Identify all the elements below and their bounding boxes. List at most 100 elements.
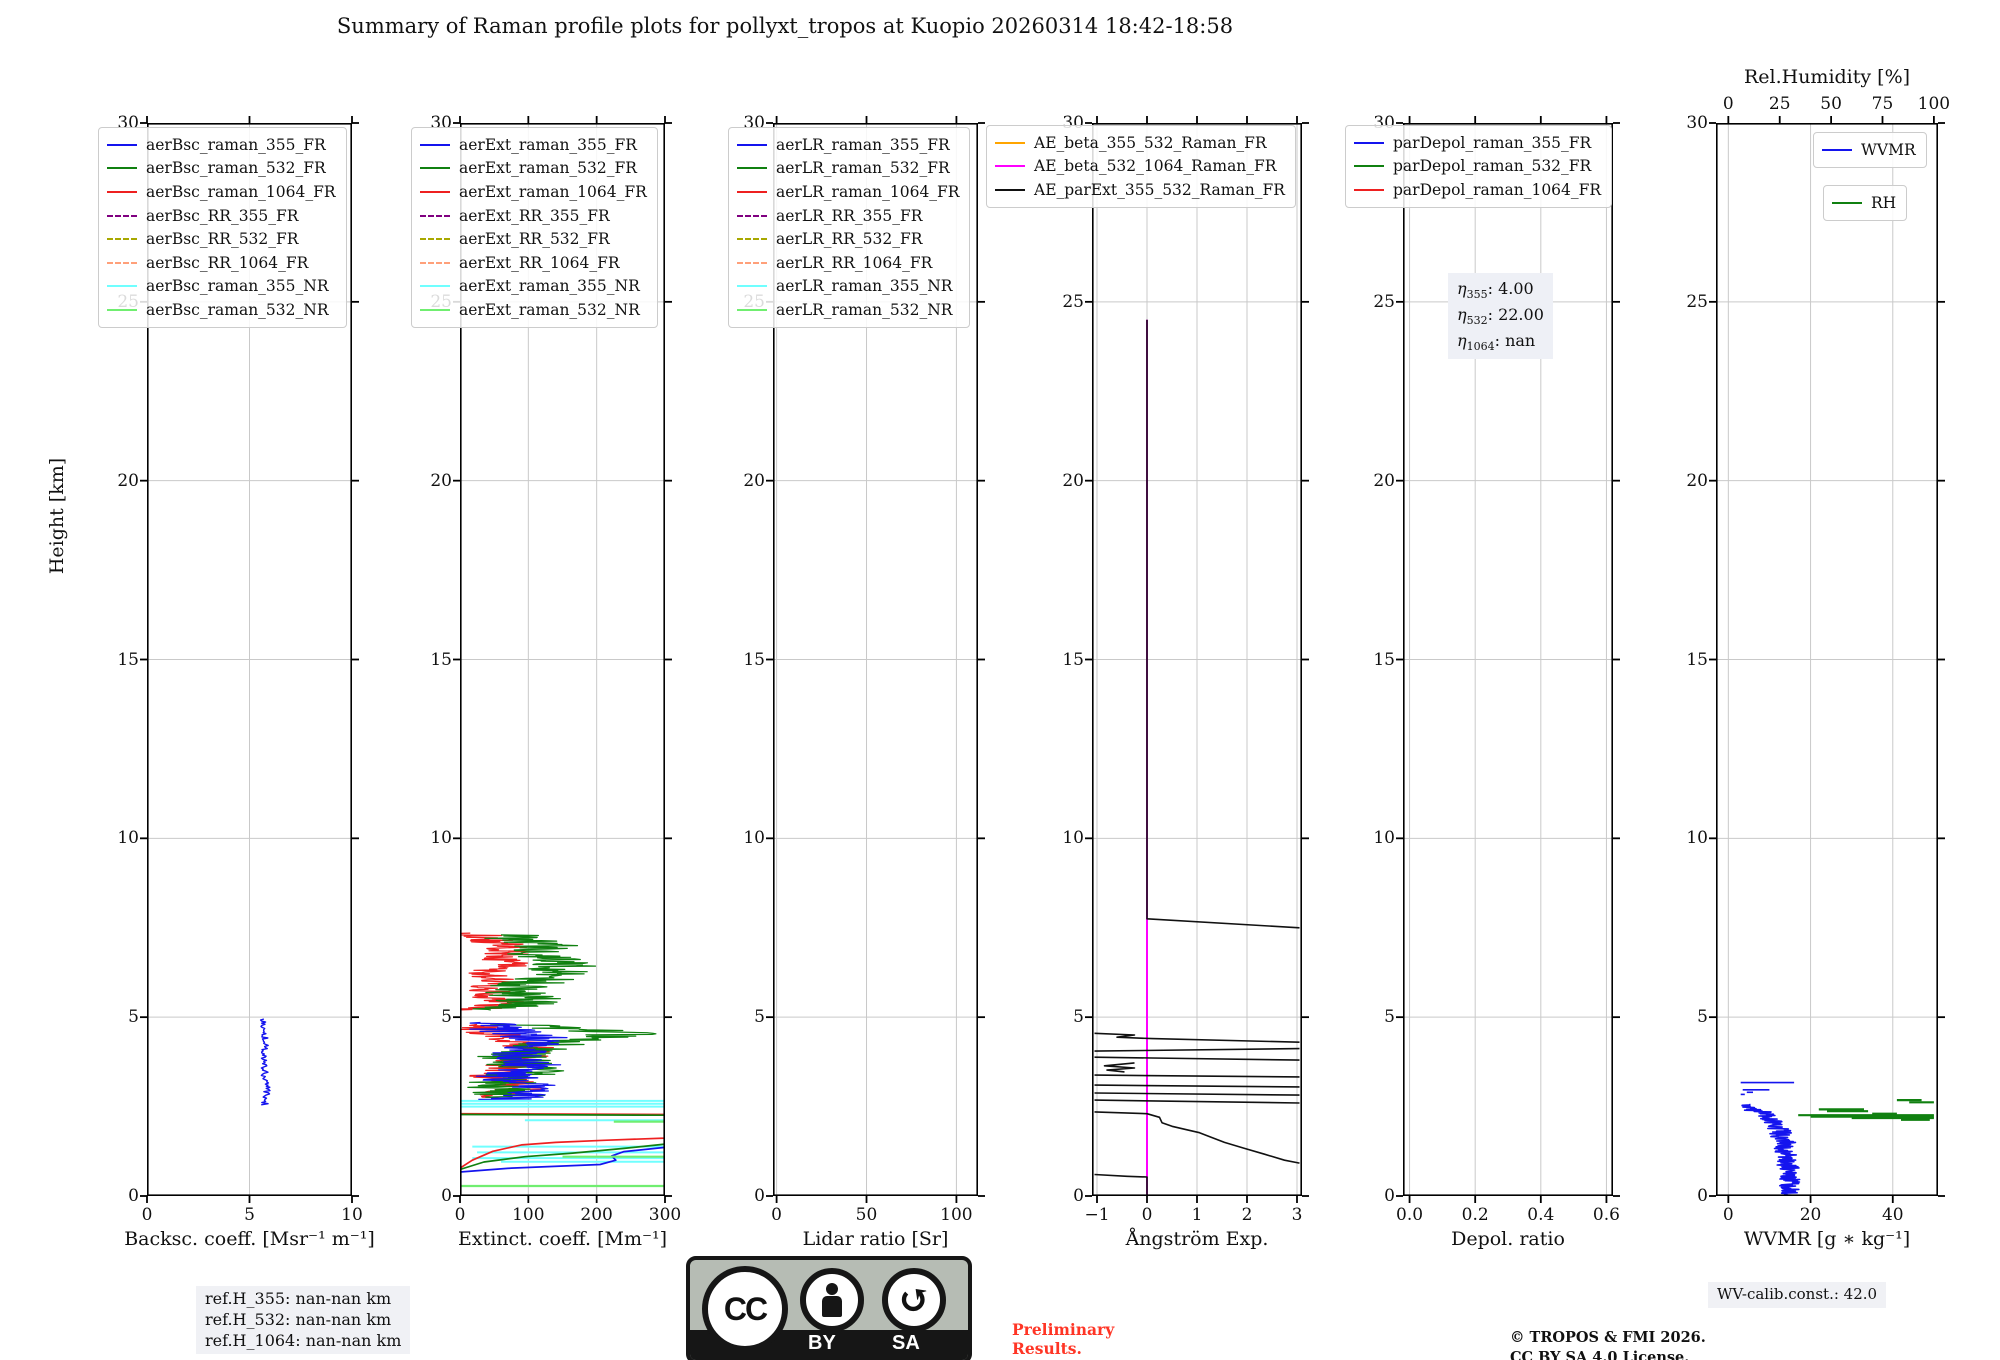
panel-depol: 0.0 0.2 0.4 0.6 0 5 10 15 20 25 30 Depol. ratio parD… (1345, 113, 1620, 1250)
legend-line-sample (737, 214, 767, 217)
legend-item: aerBsc_RR_532_FR (107, 227, 336, 251)
person-body (822, 1296, 842, 1317)
legend-item: AE_beta_355_532_Raman_FR (995, 131, 1285, 155)
series-RH (1798, 1098, 1934, 1121)
legend-backscatter: aerBsc_raman_355_FR aerBsc_raman_532_FR ae… (98, 127, 347, 328)
y-tick-label: 20 (743, 470, 765, 491)
y-tick-label: 25 (1686, 291, 1708, 312)
legend-item-label: parDepol_raman_1064_FR (1393, 180, 1602, 199)
y-tick-label: 15 (430, 649, 452, 670)
legend-item-label: aerBsc_RR_355_FR (146, 206, 299, 225)
series-aerBsc_raman_355_FR (259, 1018, 271, 1106)
y-tick-label: 25 (1062, 291, 1084, 312)
panel-border (147, 123, 352, 1196)
y-tick-label: 20 (1062, 470, 1084, 491)
legend-item: parDepol_raman_532_FR (1354, 155, 1601, 179)
legend-depol: parDepol_raman_355_FR parDepol_raman_532_… (1345, 125, 1613, 208)
series-layer (1094, 319, 1300, 1196)
x-tick-label: 0 (1722, 1205, 1734, 1225)
legend-line-sample (107, 190, 137, 193)
legend-item-label: aerExt_raman_355_FR (459, 135, 637, 154)
legend-line-sample (107, 214, 137, 217)
legend-item: aerLR_raman_1064_FR (737, 180, 959, 204)
legend-line-sample (107, 143, 137, 146)
figure-title: Summary of Raman profile plots for polly… (336, 14, 1234, 38)
panel-wvmr: 0 25 50 75 100 Rel.Humidity [%] 0 20 40 0 5 10 15 20 2… (1686, 66, 1950, 1250)
cc-by-label: BY (808, 1332, 836, 1354)
legend-item: aerExt_raman_355_FR (420, 133, 647, 157)
top-tick-label: 75 (1871, 94, 1894, 114)
legend-item: AE_beta_532_1064_Raman_FR (995, 155, 1285, 179)
x-tick-label: 20 (1799, 1205, 1822, 1225)
legend-line-sample (995, 141, 1025, 144)
legend-item: aerLR_RR_1064_FR (737, 251, 959, 275)
x-tick-label: 5 (244, 1205, 255, 1225)
panel-border (773, 123, 978, 1196)
legend-line-sample (420, 214, 450, 217)
legend-item-label: AE_beta_355_532_Raman_FR (1034, 133, 1267, 152)
y-tick-label: 15 (117, 649, 139, 670)
cc-by-person-icon (800, 1268, 864, 1332)
legend-line-sample (737, 190, 767, 193)
legend-item: RH (1832, 191, 1896, 215)
legend-item: aerExt_raman_355_NR (420, 275, 647, 299)
legend-item-label: aerBsc_raman_355_NR (146, 277, 329, 296)
person-head (826, 1283, 838, 1295)
x-tick-label: 200 (580, 1205, 613, 1225)
legend-item-label: AE_beta_532_1064_Raman_FR (1034, 157, 1277, 176)
legend-line-sample (1822, 148, 1852, 151)
legend-line-sample (107, 261, 137, 264)
legend-item-label: aerBsc_raman_1064_FR (146, 182, 336, 201)
legend-lidar_ratio: aerLR_raman_355_FR aerLR_raman_532_FR aerL… (728, 127, 971, 328)
cc-by-sa-badge: BY SA CC ↺ (686, 1256, 972, 1360)
legend-line-sample (737, 308, 767, 311)
x-tick-label: 2 (1241, 1205, 1253, 1225)
y-tick-label: 20 (1686, 470, 1708, 491)
x-axis-label-backscatter: Backsc. coeff. [Msr⁻¹ m⁻¹] (124, 1228, 375, 1250)
legend-item-label: aerLR_raman_355_NR (776, 277, 953, 296)
y-tick-label: 10 (117, 828, 139, 849)
legend2-wvmr: RH (1823, 185, 1908, 221)
legend-item: aerBsc_RR_1064_FR (107, 251, 336, 275)
eta-line-1064: η1064: nan (1457, 331, 1536, 354)
axis-ticks-extinction (453, 116, 672, 1203)
y-tick-label: 0 (441, 1186, 452, 1206)
series-WVMR (1741, 1103, 1801, 1196)
gridlines (1092, 123, 1302, 1196)
y-tick-label: 10 (1373, 828, 1395, 849)
y-tick-label: 5 (1697, 1007, 1708, 1028)
legend-line-sample (737, 261, 767, 264)
legend-item-label: aerBsc_raman_532_FR (146, 159, 326, 178)
x-tick-label: 3 (1291, 1205, 1303, 1225)
y-tick-label: 0 (1384, 1186, 1395, 1206)
legend-item-label: aerBsc_RR_532_FR (146, 230, 299, 249)
x-axis-label-extinction: Extinct. coeff. [Mm⁻¹] (457, 1228, 668, 1250)
series-AE_parExt_355_532_Raman_FR (1094, 319, 1300, 1196)
legend-item: aerExt_raman_532_FR (420, 157, 647, 181)
y-tick-label: 5 (754, 1007, 765, 1028)
y-tick-label: 0 (1073, 1186, 1084, 1206)
x-tick-label: 0 (1141, 1205, 1153, 1225)
legend-item-label: aerLR_raman_1064_FR (776, 182, 960, 201)
legend-item-label: aerLR_RR_532_FR (776, 230, 923, 249)
y-tick-label: 15 (1373, 649, 1395, 670)
legend-line-sample (1354, 188, 1384, 191)
x-tick-label: −1 (1084, 1205, 1110, 1225)
legend-item-label: parDepol_raman_532_FR (1393, 157, 1592, 176)
y-axis-label: Height [km] (46, 457, 68, 575)
plot-area-extinction (460, 123, 665, 1196)
legend-line-sample (737, 238, 767, 241)
panel-border (1403, 123, 1613, 1196)
y-tick-label: 10 (1686, 828, 1708, 849)
ref-line-1064: ref.H_1064: nan-nan km (205, 1330, 402, 1350)
legend-item-label: aerLR_raman_532_NR (776, 300, 953, 319)
legend-item-label: AE_parExt_355_532_Raman_FR (1034, 180, 1285, 199)
cc-sa-arrow-icon: ↺ (882, 1268, 946, 1332)
legend-item: aerExt_raman_1064_FR (420, 180, 647, 204)
legend-item-label: aerLR_RR_355_FR (776, 206, 923, 225)
panel-lidar_ratio: 050100051015202530Lidar ratio [Sr]aerLR_… (728, 113, 985, 1250)
legend-item-label: aerExt_raman_532_FR (459, 159, 637, 178)
legend-item: aerLR_raman_532_NR (737, 298, 959, 322)
y-tick-label: 10 (743, 828, 765, 849)
